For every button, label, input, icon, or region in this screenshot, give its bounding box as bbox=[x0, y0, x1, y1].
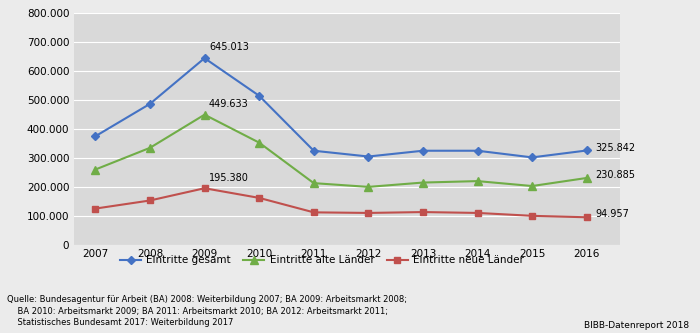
Text: 195.380: 195.380 bbox=[209, 173, 248, 183]
Text: Quelle: Bundesagentur für Arbeit (BA) 2008: Weiterbildung 2007; BA 2009: Arbeits: Quelle: Bundesagentur für Arbeit (BA) 20… bbox=[7, 295, 407, 327]
Text: 645.013: 645.013 bbox=[209, 42, 248, 52]
Text: 230.885: 230.885 bbox=[595, 170, 635, 180]
Text: 449.633: 449.633 bbox=[209, 100, 248, 110]
Legend: Eintritte gesamt, Eintritte alte Länder, Eintritte neue Länder: Eintritte gesamt, Eintritte alte Länder,… bbox=[116, 251, 528, 269]
Text: BIBB-Datenreport 2018: BIBB-Datenreport 2018 bbox=[584, 321, 690, 330]
Text: 94.957: 94.957 bbox=[595, 209, 629, 219]
Text: 325.842: 325.842 bbox=[595, 143, 635, 153]
